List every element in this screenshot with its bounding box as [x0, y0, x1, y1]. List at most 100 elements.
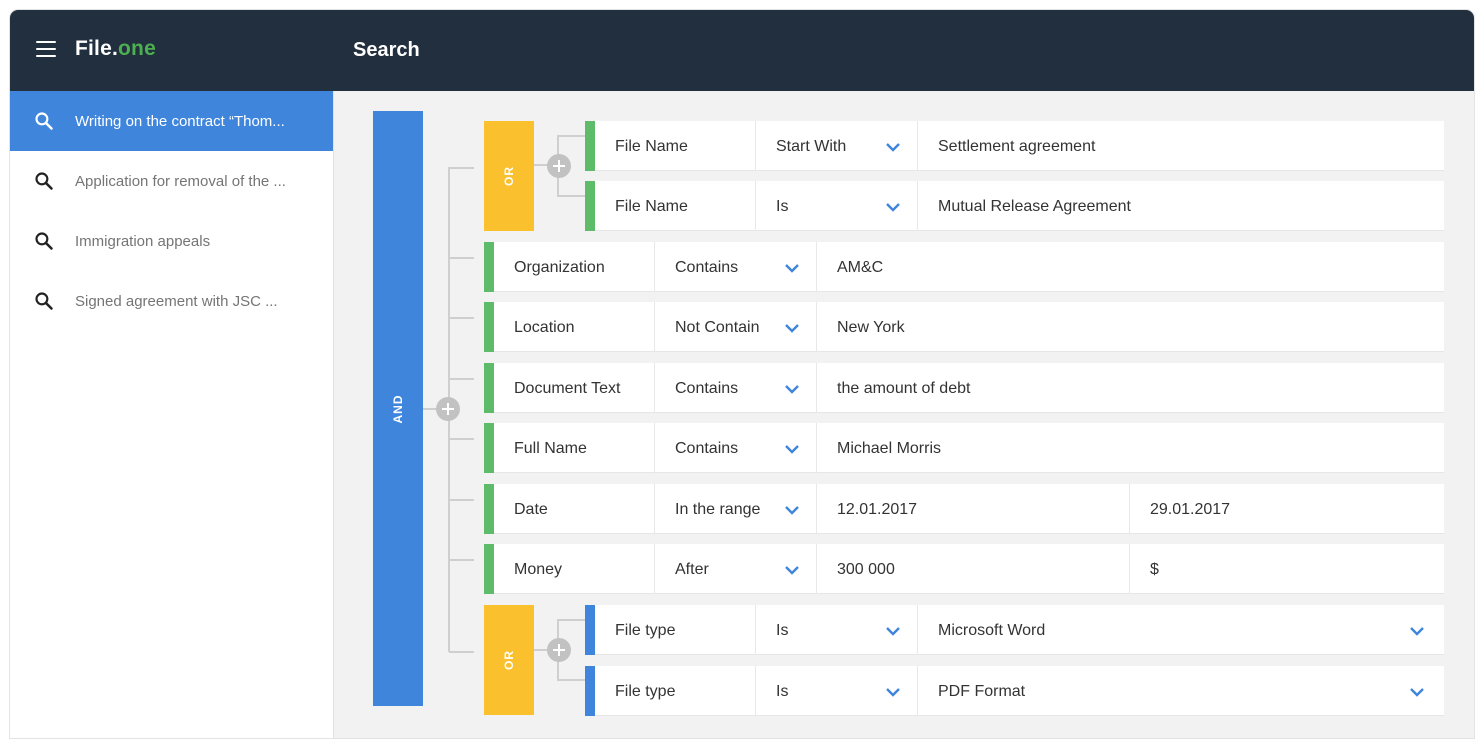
- sidebar-item-search-1[interactable]: Writing on the contract “Thom...: [10, 91, 333, 151]
- group1-branch: [558, 195, 586, 197]
- chevron-down-icon[interactable]: [785, 444, 799, 454]
- operator-label: Is: [776, 622, 789, 639]
- logo-main: File.: [75, 37, 119, 60]
- search-icon: [35, 232, 53, 250]
- chevron-down-icon[interactable]: [886, 142, 900, 152]
- or-operator-block-1[interactable]: OR: [484, 121, 534, 231]
- add-root-condition-button[interactable]: [436, 397, 460, 421]
- condition-row-filename-2: File Name Is Mutual Release Agreement: [585, 181, 1444, 231]
- value-text: AM&C: [837, 259, 884, 276]
- field-label: Full Name: [514, 440, 587, 457]
- value-input[interactable]: Michael Morris: [817, 423, 1444, 473]
- app-logo: File.one: [75, 37, 156, 61]
- date-to-input[interactable]: 29.01.2017: [1130, 484, 1444, 534]
- chevron-down-icon[interactable]: [1410, 626, 1424, 636]
- value-input[interactable]: Settlement agreement: [918, 121, 1444, 171]
- field-select[interactable]: Full Name: [494, 423, 655, 473]
- root-branch: [449, 438, 474, 440]
- field-select[interactable]: Money: [494, 544, 655, 594]
- chevron-down-icon[interactable]: [785, 384, 799, 394]
- field-select[interactable]: File Name: [595, 121, 756, 171]
- sidebar-item-search-2[interactable]: Application for removal of the ...: [10, 151, 333, 211]
- operator-select[interactable]: Contains: [655, 423, 817, 473]
- page-title: Search: [353, 39, 420, 61]
- value-input[interactable]: New York: [817, 302, 1444, 352]
- chevron-down-icon[interactable]: [785, 263, 799, 273]
- operator-label: Contains: [675, 440, 739, 457]
- add-or-condition-button[interactable]: [547, 154, 571, 178]
- condition-row-money: Money After 300 000 $: [484, 544, 1444, 594]
- row-stripe: [585, 181, 595, 231]
- value-select[interactable]: PDF Format: [918, 666, 1444, 716]
- operator-select[interactable]: Is: [756, 605, 918, 655]
- operator-select[interactable]: Contains: [655, 363, 817, 413]
- operator-select[interactable]: After: [655, 544, 817, 594]
- sidebar-item-search-3[interactable]: Immigration appeals: [10, 211, 333, 271]
- row-stripe: [484, 544, 494, 594]
- field-select[interactable]: File type: [595, 666, 756, 716]
- value-text: Settlement agreement: [938, 138, 1096, 155]
- value-text: Mutual Release Agreement: [938, 198, 1131, 215]
- search-icon: [35, 292, 53, 310]
- field-label: Organization: [514, 259, 605, 276]
- root-branch: [449, 559, 474, 561]
- field-select[interactable]: File type: [595, 605, 756, 655]
- value-input[interactable]: Mutual Release Agreement: [918, 181, 1444, 231]
- date-from-input[interactable]: 12.01.2017: [817, 484, 1130, 534]
- saved-searches-sidebar: Writing on the contract “Thom... Applica…: [10, 91, 334, 738]
- value-input[interactable]: AM&C: [817, 242, 1444, 292]
- operator-select[interactable]: Start With: [756, 121, 918, 171]
- operator-select[interactable]: Is: [756, 181, 918, 231]
- condition-row-organization: Organization Contains AM&C: [484, 242, 1444, 292]
- operator-select[interactable]: Contains: [655, 242, 817, 292]
- operator-label: Is: [776, 198, 789, 215]
- group2-branch: [558, 619, 586, 621]
- chevron-down-icon[interactable]: [886, 687, 900, 697]
- search-icon: [35, 172, 53, 190]
- field-label: File Name: [615, 138, 688, 155]
- chevron-down-icon[interactable]: [785, 323, 799, 333]
- operator-select[interactable]: In the range: [655, 484, 817, 534]
- field-select[interactable]: Document Text: [494, 363, 655, 413]
- operator-label: Start With: [776, 138, 847, 155]
- sidebar-item-search-4[interactable]: Signed agreement with JSC ...: [10, 271, 333, 331]
- currency-input[interactable]: $: [1130, 544, 1444, 594]
- group2-connector-stem: [534, 649, 558, 651]
- or-operator-block-2[interactable]: OR: [484, 605, 534, 715]
- value-text: 29.01.2017: [1150, 501, 1231, 518]
- field-select[interactable]: Date: [494, 484, 655, 534]
- search-icon: [35, 112, 53, 130]
- condition-row-filename-1: File Name Start With Settlement agreemen…: [585, 121, 1444, 171]
- value-select[interactable]: Microsoft Word: [918, 605, 1444, 655]
- and-operator-block[interactable]: AND: [373, 111, 423, 706]
- chevron-down-icon[interactable]: [886, 626, 900, 636]
- condition-row-location: Location Not Contain New York: [484, 302, 1444, 352]
- root-branch: [449, 257, 474, 259]
- row-stripe: [484, 423, 494, 473]
- chevron-down-icon[interactable]: [785, 565, 799, 575]
- amount-input[interactable]: 300 000: [817, 544, 1130, 594]
- hamburger-menu-icon[interactable]: [36, 41, 56, 57]
- root-branch: [449, 378, 474, 380]
- operator-select[interactable]: Is: [756, 666, 918, 716]
- add-or-condition-button[interactable]: [547, 638, 571, 662]
- group1-branch: [558, 135, 586, 137]
- chevron-down-icon[interactable]: [1410, 687, 1424, 697]
- field-select[interactable]: Organization: [494, 242, 655, 292]
- field-select[interactable]: File Name: [595, 181, 756, 231]
- value-text: 12.01.2017: [837, 501, 918, 518]
- operator-label: Contains: [675, 380, 739, 397]
- operator-select[interactable]: Not Contain: [655, 302, 817, 352]
- field-label: Document Text: [514, 380, 621, 397]
- chevron-down-icon[interactable]: [785, 505, 799, 515]
- chevron-down-icon[interactable]: [886, 202, 900, 212]
- query-builder: AND OR File Name Start With Set: [335, 91, 1474, 738]
- app-window: File.one Search Writing on the contract …: [10, 10, 1474, 738]
- row-stripe: [585, 605, 595, 655]
- field-label: File type: [615, 683, 676, 700]
- value-input[interactable]: the amount of debt: [817, 363, 1444, 413]
- field-label: File type: [615, 622, 676, 639]
- condition-row-document-text: Document Text Contains the amount of deb…: [484, 363, 1444, 413]
- field-select[interactable]: Location: [494, 302, 655, 352]
- sidebar-item-label: Immigration appeals: [75, 233, 211, 250]
